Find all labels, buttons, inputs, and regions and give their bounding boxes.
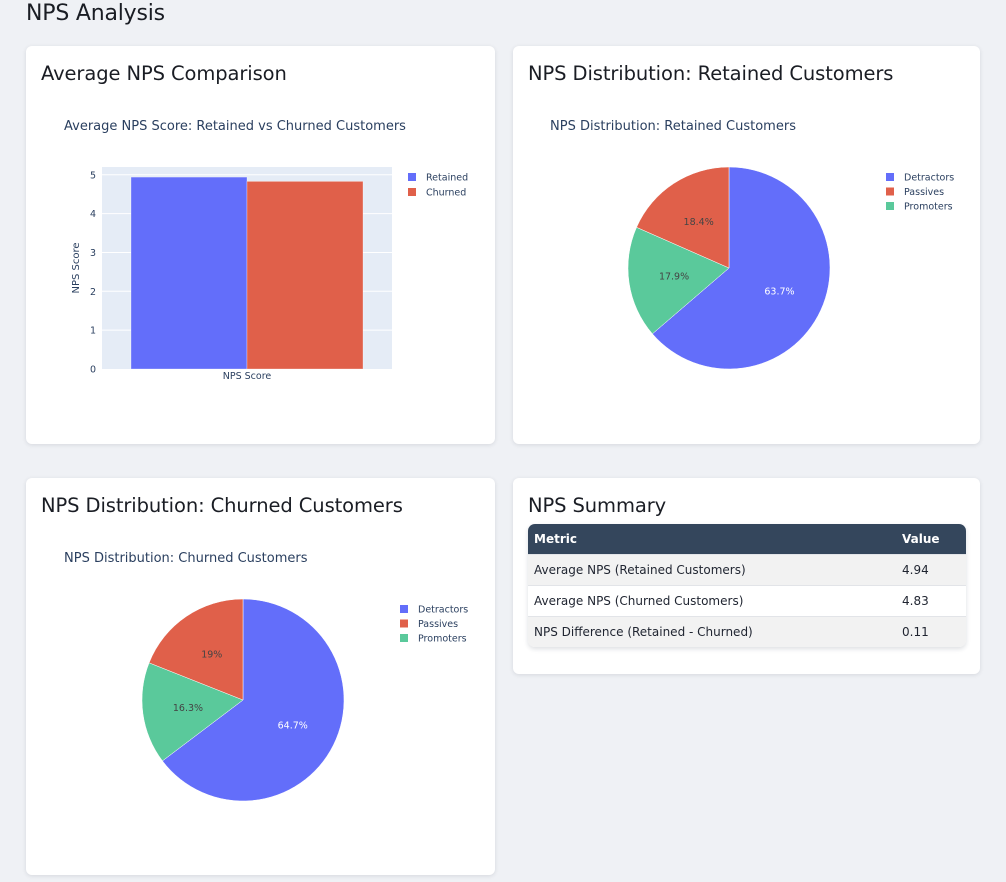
legend-label-detractors: Detractors — [418, 605, 468, 616]
header-metric: Metric — [528, 524, 896, 554]
legend-swatch-promoters — [886, 202, 894, 210]
slice-label-passives: 19% — [201, 650, 222, 661]
legend-label-detractors: Detractors — [904, 173, 954, 184]
legend-label-churned: Churned — [426, 188, 466, 199]
page-title: NPS Analysis — [26, 1, 165, 26]
chart-title: NPS Distribution: Churned Customers — [64, 551, 308, 566]
chart-title: NPS Distribution: Retained Customers — [550, 119, 796, 134]
legend-label-passives: Passives — [904, 187, 944, 198]
legend-swatch-detractors — [400, 605, 408, 613]
metric-cell: Average NPS (Retained Customers) — [528, 554, 896, 585]
slice-detractors — [162, 598, 345, 802]
slice-detractors — [652, 166, 831, 370]
summary-table: Metric Value Average NPS (Retained Custo… — [528, 524, 966, 647]
legend-label-promoters: Promoters — [418, 634, 467, 645]
bar-churned — [246, 181, 364, 370]
retained-pie-chart: NPS Distribution: Retained Customers 63.7… — [550, 119, 954, 370]
y-tick-label: 4 — [90, 209, 96, 220]
legend-swatch-churned — [408, 188, 416, 196]
card-heading: NPS Distribution: Churned Customers — [41, 494, 403, 517]
churned-pie-chart: NPS Distribution: Churned Customers 64.7%… — [64, 551, 468, 802]
y-tick-label: 2 — [90, 287, 96, 298]
card-heading: Average NPS Comparison — [41, 62, 287, 85]
card-heading: NPS Distribution: Retained Customers — [528, 62, 894, 85]
table-row: NPS Difference (Retained - Churned) 0.11 — [528, 616, 966, 647]
value-cell: 4.83 — [896, 585, 966, 616]
slice-label-detractors: 64.7% — [278, 720, 308, 731]
slice-passives — [148, 598, 244, 701]
metric-cell: NPS Difference (Retained - Churned) — [528, 616, 896, 647]
average-nps-card: Average NPS Comparison Average NPS Score… — [26, 46, 495, 444]
legend-swatch-passives — [886, 187, 894, 196]
retained-distribution-card: NPS Distribution: Retained Customers NPS… — [513, 46, 980, 444]
legend-label-retained: Retained — [426, 173, 468, 184]
x-tick-label: NPS Score — [223, 371, 272, 382]
y-tick-label: 0 — [90, 365, 96, 376]
y-tick-label: 1 — [90, 326, 96, 337]
legend-label-passives: Passives — [418, 619, 458, 630]
legend-swatch-detractors — [886, 173, 894, 181]
chart-title: Average NPS Score: Retained vs Churned C… — [64, 119, 406, 134]
slice-promoters — [141, 662, 244, 762]
slice-passives — [636, 166, 730, 269]
legend-label-promoters: Promoters — [904, 202, 953, 213]
card-heading: NPS Summary — [528, 494, 667, 517]
y-tick-label: 5 — [90, 170, 96, 181]
table-row: Average NPS (Retained Customers) 4.94 — [528, 554, 966, 585]
slice-label-promoters: 16.3% — [173, 703, 203, 714]
legend-swatch-passives — [400, 619, 408, 628]
bar-chart: Average NPS Score: Retained vs Churned C… — [64, 119, 468, 382]
legend-swatch-retained — [408, 173, 416, 181]
churned-distribution-card: NPS Distribution: Churned Customers NPS … — [26, 478, 495, 875]
header-value: Value — [896, 524, 966, 554]
slice-label-passives: 18.4% — [684, 217, 714, 228]
value-cell: 4.94 — [896, 554, 966, 585]
table-row: Average NPS (Churned Customers) 4.83 — [528, 585, 966, 616]
slice-label-promoters: 17.9% — [659, 272, 689, 283]
y-tick-label: 3 — [90, 248, 96, 259]
legend-swatch-promoters — [400, 634, 408, 642]
slice-promoters — [627, 226, 730, 335]
y-axis-title: NPS Score — [71, 242, 82, 293]
slice-label-detractors: 63.7% — [764, 287, 794, 298]
metric-cell: Average NPS (Churned Customers) — [528, 585, 896, 616]
nps-summary-card: NPS Summary Metric Value Average NPS (Re… — [513, 478, 980, 674]
value-cell: 0.11 — [896, 616, 966, 647]
bar-retained — [130, 176, 248, 370]
table-header-row: Metric Value — [528, 524, 966, 554]
